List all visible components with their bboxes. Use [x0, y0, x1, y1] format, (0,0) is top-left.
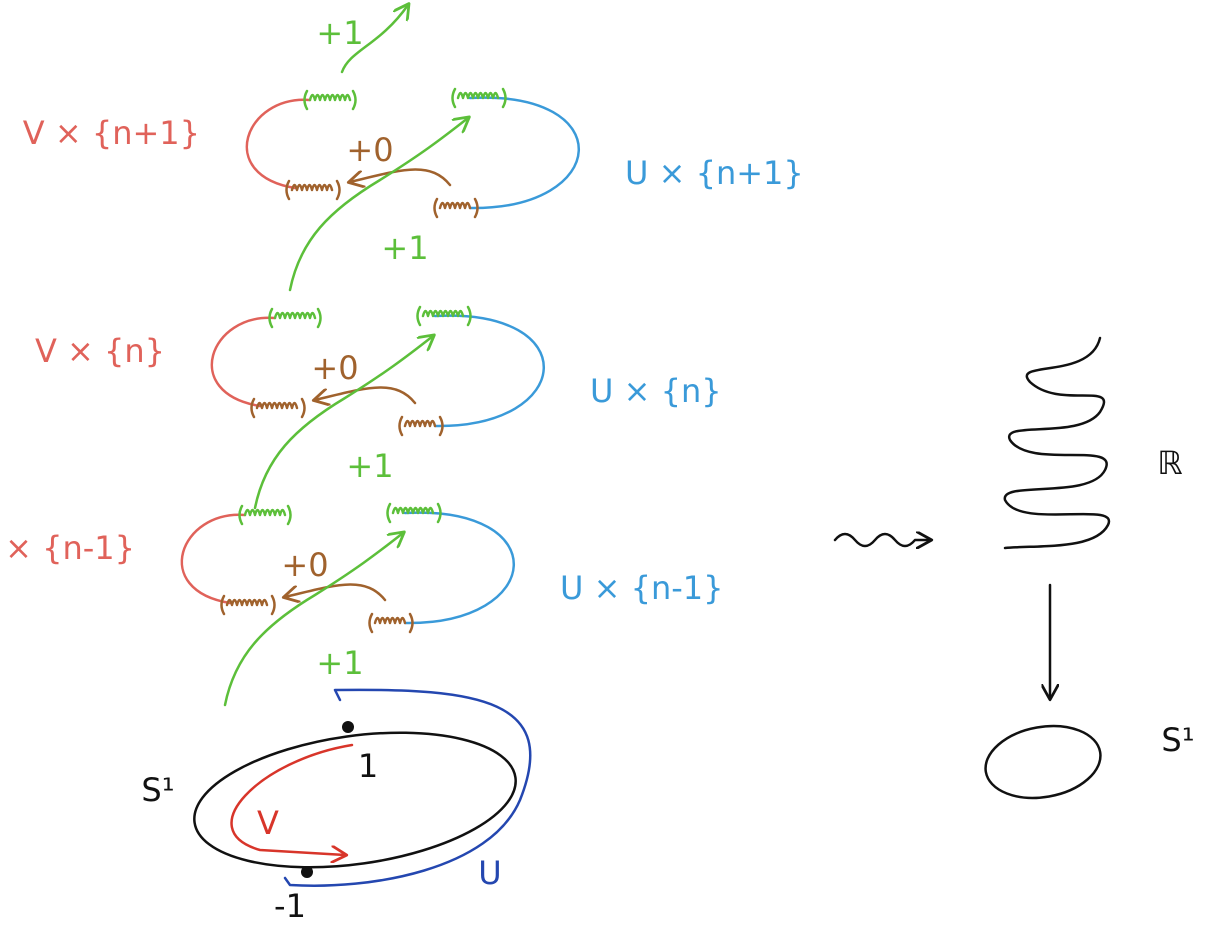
- in-label: +1: [316, 644, 363, 682]
- coil: [252, 399, 305, 417]
- v-arc: [182, 515, 245, 603]
- coil: [370, 614, 413, 632]
- point-label: -1: [274, 887, 306, 925]
- stay-arrow: [315, 388, 415, 403]
- maps-to-arrow: [835, 534, 930, 546]
- s1-label: S¹: [141, 771, 174, 809]
- u-arc: [435, 316, 544, 426]
- point-minus-1: [301, 866, 313, 878]
- point-1: [342, 721, 354, 733]
- stay-label: +0: [311, 349, 358, 387]
- point-label: 1: [358, 747, 378, 785]
- level-left-label: V × {n}: [35, 332, 165, 370]
- level-left-label: V × {n+1}: [23, 114, 200, 152]
- s1-label: S¹: [1161, 721, 1194, 759]
- coil: [270, 309, 321, 327]
- helix: [1005, 338, 1109, 548]
- stay-label: +0: [281, 546, 328, 584]
- s1-small: [980, 717, 1106, 806]
- exit-label: +1: [316, 14, 363, 52]
- base-circle: S¹ 1 -1 V U: [141, 690, 530, 925]
- arc-label: U: [478, 854, 501, 892]
- v-arc: [212, 318, 275, 406]
- in-label: +1: [346, 447, 393, 485]
- coil: [305, 91, 356, 109]
- r-label: ℝ: [1157, 444, 1182, 482]
- coil: [287, 181, 340, 199]
- u-arc: [405, 513, 514, 623]
- stay-arrow: [350, 170, 450, 185]
- level-left-label: V × {n-1}: [0, 529, 135, 567]
- coil: [388, 504, 441, 522]
- diagram: S¹ 1 -1 V U ℝ S¹ V × {n+1} U × {n+1} +0 +1 V…: [0, 0, 1209, 928]
- coil: [400, 417, 443, 435]
- v-arc: [247, 100, 310, 188]
- arc-label: V: [257, 804, 279, 842]
- coil: [418, 307, 471, 325]
- level-right-label: U × {n}: [590, 372, 722, 410]
- stay-label: +0: [346, 131, 393, 169]
- s1-loop: [186, 714, 525, 886]
- level-right-label: U × {n+1}: [625, 154, 804, 192]
- coil: [453, 89, 506, 107]
- v-arc: [232, 745, 352, 855]
- in-label: +1: [381, 229, 428, 267]
- coil: [222, 596, 275, 614]
- stay-arrow: [285, 585, 385, 600]
- coil: [240, 506, 291, 524]
- u-arc: [470, 98, 579, 208]
- coil: [435, 199, 478, 217]
- covering: ℝ S¹: [835, 338, 1195, 807]
- level-right-label: U × {n-1}: [560, 569, 723, 607]
